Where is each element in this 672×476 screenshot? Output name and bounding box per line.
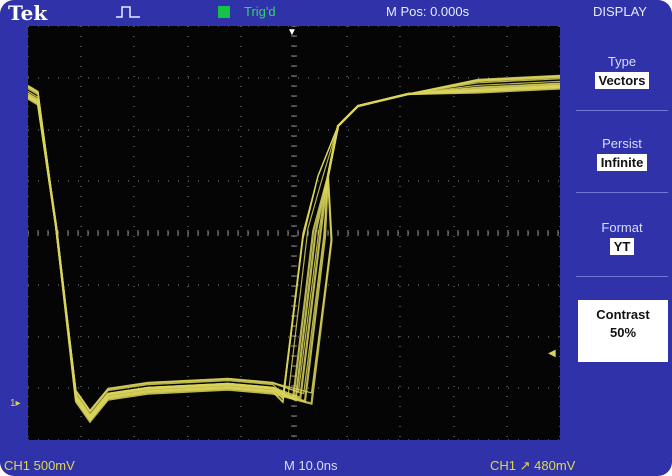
- menu-title: DISPLAY: [593, 4, 647, 19]
- graticule: [28, 26, 560, 440]
- waveform-screen: [28, 26, 560, 440]
- ch1-ground-marker-icon: 1▸: [10, 398, 21, 409]
- ch1-scale-readout: CH1 500mV: [4, 458, 75, 473]
- menu-contrast-label: Contrast: [596, 307, 650, 322]
- menu-persist-value: Infinite: [596, 154, 648, 171]
- waveform-trace: [28, 83, 560, 422]
- menu-persist-label: Persist: [602, 136, 642, 151]
- menu-type-value: Vectors: [594, 72, 650, 89]
- waveform-traces: [28, 74, 560, 424]
- status-bar: Tek Trig'd M Pos: 0.000s: [0, 0, 560, 25]
- readout-bar: CH1 500mV M 10.0ns CH1 ↗ 480mV: [0, 452, 672, 476]
- trigger-readout: CH1 ↗ 480mV: [490, 458, 576, 473]
- waveform-trace: [28, 76, 560, 414]
- menu-contrast-button[interactable]: Contrast 50%: [578, 300, 668, 362]
- menu-persist-button[interactable]: Persist Infinite: [576, 126, 668, 193]
- trigger-level-marker-icon: ◀: [548, 348, 556, 359]
- menu-type-label: Type: [607, 54, 637, 69]
- trigger-status-indicator: [218, 6, 230, 18]
- menu-format-value: YT: [609, 238, 635, 255]
- waveform-trace: [28, 78, 560, 413]
- menu-type-button[interactable]: Type Vectors: [576, 44, 668, 111]
- trigger-position-marker-icon: ▼: [287, 27, 297, 38]
- trigger-status: Trig'd: [244, 4, 276, 19]
- waveform-trace: [28, 76, 560, 422]
- menu-format-button[interactable]: Format YT: [576, 210, 668, 277]
- menu-contrast-value: 50%: [609, 325, 637, 340]
- waveform-trace: [28, 80, 560, 419]
- brand-logo: Tek: [8, 1, 48, 25]
- acquisition-pulse-icon: [116, 6, 140, 21]
- display-menu: DISPLAY Type Vectors Persist Infinite Fo…: [568, 0, 672, 476]
- menu-format-label: Format: [601, 220, 643, 235]
- timebase-readout: M 10.0ns: [284, 458, 338, 473]
- waveform-trace: [28, 82, 560, 412]
- main-position-readout: M Pos: 0.000s: [386, 4, 470, 19]
- waveform-plot: [28, 26, 560, 440]
